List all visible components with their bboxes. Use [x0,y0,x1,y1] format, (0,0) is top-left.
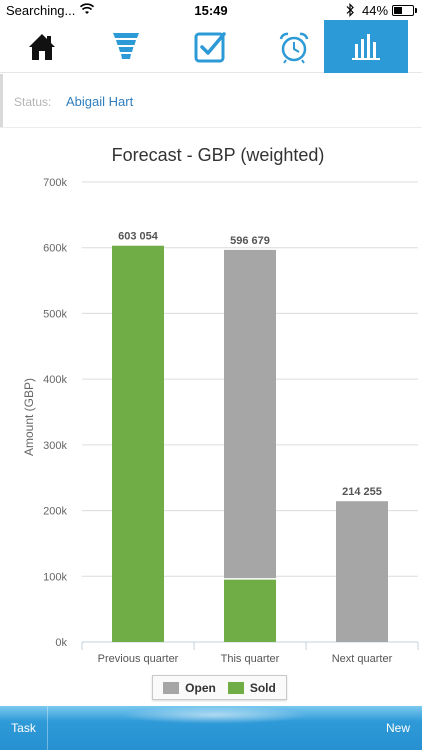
bar-sold-0 [112,245,164,642]
x-tick-label: Next quarter [332,653,393,665]
chart-legend: Open Sold [152,675,287,700]
tab-bar [0,20,422,73]
x-tick-label: Previous quarter [98,653,179,665]
bar-total-label: 214 255 [342,486,382,498]
alarm-clock-icon [279,32,309,64]
legend-label-open: Open [185,680,216,695]
toolbar-highlight [120,706,310,724]
forecast-chart: Forecast - GBP (weighted) 0k 100k 200k 300k 4… [0,130,422,704]
y-tick-label: 400k [43,374,67,386]
bar-total-label: 603 054 [118,231,159,243]
y-tick-label: 700k [43,177,67,189]
battery-tip [415,8,417,13]
clock-time: 15:49 [194,3,228,18]
y-axis-label: Amount (GBP) [22,378,36,456]
tab-funnel[interactable] [84,20,168,73]
legend-item-open[interactable]: Open [163,681,216,695]
y-tick-label: 100k [43,571,67,583]
bottom-toolbar: Task New [0,706,422,750]
tab-forecast[interactable] [324,20,408,73]
status-filter-row: Status: Abigail Hart [0,74,422,128]
panel-edge [0,74,3,128]
x-tick-label: This quarter [221,653,280,665]
legend-label-sold: Sold [249,680,276,695]
y-tick-label: 300k [43,440,67,452]
legend-swatch-open [163,681,180,694]
battery-level [394,7,402,14]
status-label: Status: [14,95,52,109]
y-tick-label: 600k [43,243,67,255]
tab-reminders[interactable] [252,20,336,73]
tab-home[interactable] [0,20,84,73]
funnel-icon [113,32,139,59]
new-button[interactable]: New [385,721,410,735]
home-icon [29,33,55,60]
bar-open-2 [336,501,388,642]
y-tick-label: 0k [55,637,67,649]
y-tick-label: 200k [43,506,67,518]
status-value-link[interactable]: Abigail Hart [66,94,134,109]
legend-item-sold[interactable]: Sold [227,680,276,695]
battery-percent: 44% [362,3,389,18]
wifi-icon [80,3,94,14]
bar-total-label: 596 679 [230,235,270,247]
legend-swatch-sold [227,681,244,694]
status-bar: Searching... 15:49 44% [0,0,422,22]
chart-title: Forecast - GBP (weighted) [112,145,325,165]
forecast-chart-svg: Forecast - GBP (weighted) 0k 100k 200k 300k 4… [22,145,419,665]
bluetooth-icon [346,3,354,17]
y-tick-label: 500k [43,308,67,320]
carrier-label: Searching... [6,3,76,18]
tab-tasks[interactable] [168,20,252,73]
battery-icon [392,5,414,16]
checkbox-icon [194,31,226,62]
bar-open-1 [224,249,276,579]
bar-chart-icon [352,33,380,60]
bar-sold-1 [224,578,276,642]
task-button[interactable]: Task [0,706,48,750]
